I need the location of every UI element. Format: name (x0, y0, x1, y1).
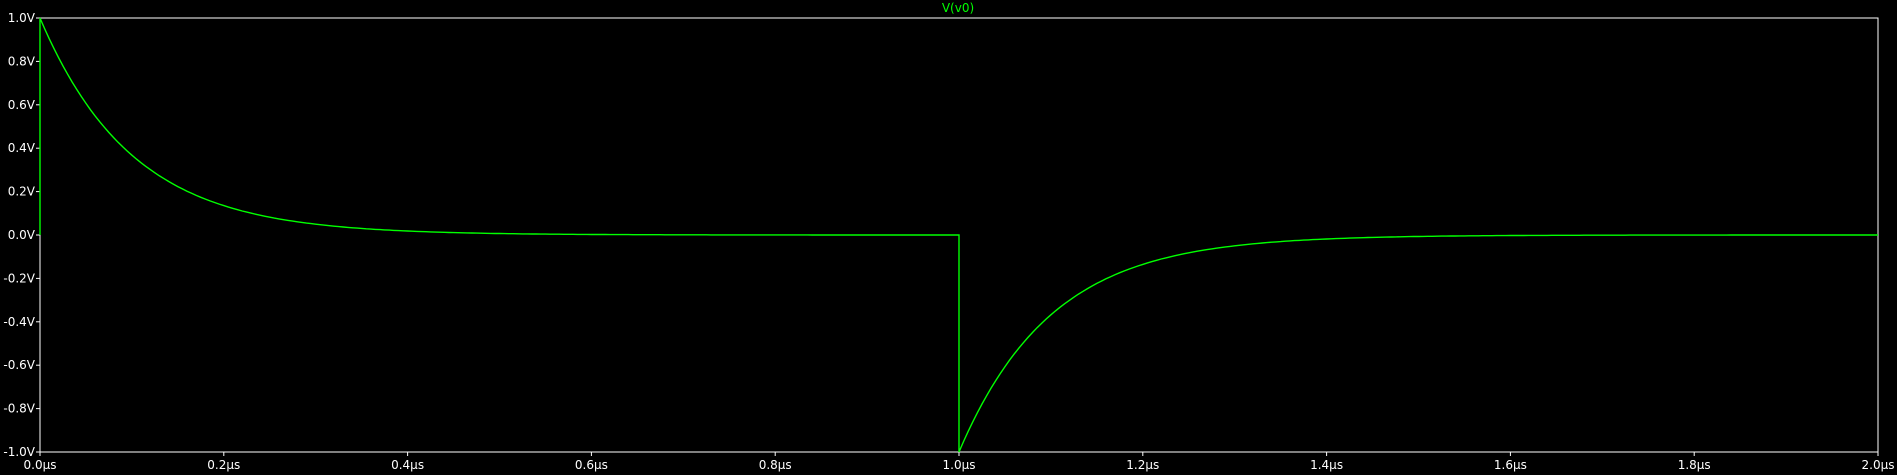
x-tick-label: 0.4µs (391, 458, 424, 472)
x-tick-label: 1.4µs (1310, 458, 1343, 472)
x-tick-label: 1.6µs (1494, 458, 1527, 472)
x-tick-label: 2.0µs (1862, 458, 1895, 472)
y-tick-label: 0.8V (8, 54, 36, 68)
trace-v0-line[interactable] (39, 17, 1878, 453)
x-tick-label: 0.8µs (759, 458, 792, 472)
x-tick-label: 1.2µs (1126, 458, 1159, 472)
x-tick-label: 0.6µs (575, 458, 608, 472)
chart-title[interactable]: V(v0) (942, 1, 974, 15)
x-tick-label: 1.8µs (1678, 458, 1711, 472)
y-tick-label: -0.8V (3, 402, 35, 416)
y-tick-label: 1.0V (8, 11, 36, 25)
y-tick-label: 0.0V (8, 228, 36, 242)
y-tick-label: -1.0V (3, 445, 35, 459)
x-tick-label: 0.2µs (207, 458, 240, 472)
y-tick-label: -0.6V (3, 358, 35, 372)
y-tick-label: -0.4V (3, 315, 35, 329)
y-axis: 1.0V 0.8V 0.6V 0.4V 0.2V 0.0V -0.2V -0.4V -0.6V -… (3, 11, 40, 459)
y-tick-label: 0.6V (8, 98, 36, 112)
y-tick-label: 0.4V (8, 141, 36, 155)
x-tick-label: 0.0µs (24, 458, 57, 472)
x-tick-label: 1.0µs (943, 458, 976, 472)
x-axis: 0.0µs 0.2µs 0.4µs 0.6µs 0.8µs 1.0µs 1.2µs 1.4µs… (24, 452, 1895, 472)
y-tick-label: -0.2V (3, 271, 35, 285)
y-tick-label: 0.2V (8, 185, 36, 199)
